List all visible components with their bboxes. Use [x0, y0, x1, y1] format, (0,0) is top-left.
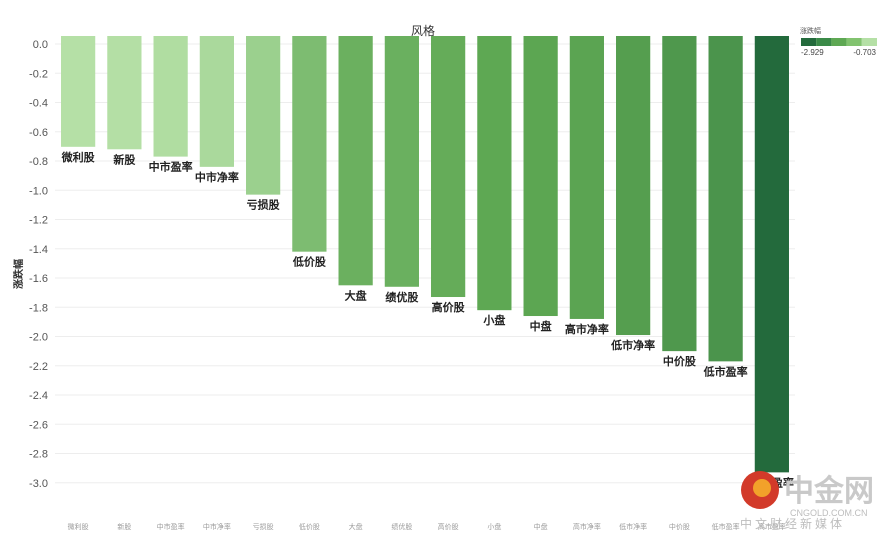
y-tick-label: -1.6	[29, 273, 48, 285]
y-tick-label: -2.8	[29, 449, 48, 461]
x-tick-label: 小盘	[487, 522, 501, 531]
y-tick-label: 0.0	[33, 39, 48, 51]
bar-data-label: 高价股	[432, 300, 466, 314]
bar	[153, 36, 188, 157]
y-tick-label: -0.2	[29, 68, 48, 80]
watermark-tagline: 中文财经新媒体	[740, 516, 845, 531]
bar-data-label: 中市净率	[195, 170, 239, 184]
legend-color-step	[846, 38, 862, 46]
chart-title: 风格	[411, 23, 435, 38]
bar-data-label: 绩优股	[385, 290, 419, 304]
bar-data-label: 小盘	[482, 313, 505, 327]
x-tick-label: 高价股	[438, 522, 459, 531]
x-tick-label: 高市净率	[573, 522, 601, 531]
y-tick-label: -1.2	[29, 215, 48, 227]
legend-color-step	[801, 38, 817, 46]
x-axis-labels: 微利股 新股 中市盈率 中市净率 亏损股 低价股 大盘 绩优股 高价股 小盘 中盘 高市净率 低市净率 中…	[68, 522, 786, 531]
bar	[523, 36, 558, 317]
y-tick-label: -1.8	[29, 302, 48, 314]
bar	[107, 36, 142, 150]
legend-color-step	[861, 38, 877, 46]
legend-max-label: -0.703	[853, 48, 876, 57]
x-tick-label: 低市净率	[619, 522, 647, 531]
bar-data-label: 低价股	[292, 255, 327, 269]
bar-data-label: 大盘	[345, 288, 367, 302]
y-tick-label: -0.4	[29, 98, 48, 110]
bar-data-label: 低市盈率	[703, 364, 748, 378]
gridlines	[55, 43, 795, 484]
x-tick-label: 新股	[117, 522, 131, 531]
bar	[431, 36, 466, 298]
logo-swirl-inner-icon	[753, 479, 771, 497]
x-tick-label: 中盘	[534, 522, 548, 531]
y-tick-label: -1.4	[29, 244, 48, 256]
bar-data-label: 中价股	[663, 354, 697, 368]
x-tick-label: 绩优股	[391, 522, 412, 531]
bar	[569, 36, 604, 319]
x-tick-label: 亏损股	[253, 522, 274, 531]
bar	[754, 36, 789, 473]
x-tick-label: 低市盈率	[712, 522, 740, 531]
bar	[477, 36, 512, 311]
legend-min-label: -2.929	[801, 48, 824, 57]
bar	[708, 36, 743, 362]
bar	[246, 36, 281, 195]
bar	[662, 36, 697, 352]
y-axis-ticks: 0.0 -0.2 -0.4 -0.6 -0.8 -1.0 -1.2 -1.4 -1.6 -1.8 -…	[29, 39, 48, 490]
y-tick-label: -0.8	[29, 156, 48, 168]
legend-color-step	[831, 38, 847, 46]
y-axis-title: 涨跌幅	[12, 259, 25, 289]
x-tick-label: 中市净率	[203, 522, 231, 531]
y-tick-label: -2.4	[29, 390, 48, 402]
y-tick-label: -3.0	[29, 478, 48, 490]
bar	[616, 36, 651, 336]
y-tick-label: -2.0	[29, 332, 48, 344]
y-tick-label: -2.6	[29, 419, 48, 431]
watermark-brand: 中金网	[784, 474, 874, 509]
bar-data-label: 低市净率	[610, 338, 655, 352]
bar	[292, 36, 327, 252]
bar	[338, 36, 373, 286]
y-tick-label: -2.2	[29, 361, 48, 373]
watermark-logo: 中金网 CNGOLD.COM.CN 中文财经新媒体	[740, 471, 874, 531]
legend-title: 涨跌幅	[800, 26, 821, 35]
bar	[384, 36, 419, 287]
x-tick-label: 高市盈率	[758, 522, 786, 531]
bar-data-label: 中市盈率	[149, 160, 193, 174]
legend-color-scale	[801, 38, 877, 46]
bar-data-label: 新股	[113, 152, 136, 166]
x-tick-label: 低价股	[299, 522, 320, 531]
bar-data-label: 高市净率	[565, 322, 609, 336]
color-legend: 涨跌幅 -2.929 -0.703	[800, 26, 877, 57]
y-tick-label: -1.0	[29, 185, 48, 197]
bar	[199, 36, 234, 167]
x-tick-label: 中市盈率	[157, 522, 185, 531]
bars	[61, 36, 789, 473]
x-tick-label: 中价股	[669, 522, 690, 531]
x-tick-label: 大盘	[349, 522, 363, 531]
watermark-domain: CNGOLD.COM.CN	[790, 508, 868, 518]
bar-data-label: 微利股	[61, 150, 96, 164]
x-tick-label: 微利股	[68, 522, 89, 531]
bar-data-label: 亏损股	[247, 198, 281, 212]
y-tick-label: -0.6	[29, 127, 48, 139]
bar	[61, 36, 96, 147]
bar-data-label: 中盘	[530, 319, 552, 333]
legend-color-step	[816, 38, 832, 46]
